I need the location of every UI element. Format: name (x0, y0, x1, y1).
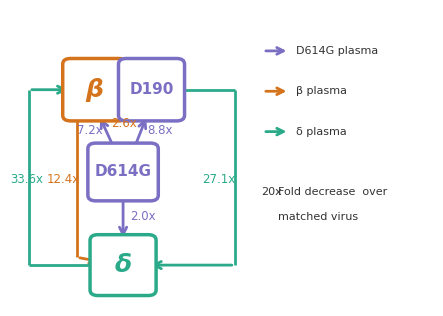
Text: 33.6x: 33.6x (10, 173, 43, 186)
FancyBboxPatch shape (88, 143, 158, 201)
FancyBboxPatch shape (118, 58, 185, 121)
Text: D614G: D614G (94, 164, 152, 179)
Text: 20x: 20x (261, 187, 282, 197)
Text: β: β (85, 78, 104, 102)
Text: 2.0x: 2.0x (130, 210, 155, 223)
FancyBboxPatch shape (90, 235, 156, 295)
Text: 8.8x: 8.8x (148, 124, 173, 137)
FancyBboxPatch shape (63, 58, 127, 121)
Text: Fold decrease  over: Fold decrease over (278, 187, 388, 197)
Text: β plasma: β plasma (296, 86, 347, 96)
Text: D190: D190 (129, 82, 174, 97)
Text: 7.2x: 7.2x (78, 124, 103, 137)
Text: δ plasma: δ plasma (296, 127, 346, 137)
Text: D614G plasma: D614G plasma (296, 46, 378, 56)
Text: matched virus: matched virus (278, 212, 358, 222)
Text: δ: δ (114, 253, 132, 277)
Text: 27.1x: 27.1x (202, 173, 235, 186)
Text: 12.4x: 12.4x (47, 173, 80, 186)
Text: 2.6x: 2.6x (112, 117, 137, 131)
